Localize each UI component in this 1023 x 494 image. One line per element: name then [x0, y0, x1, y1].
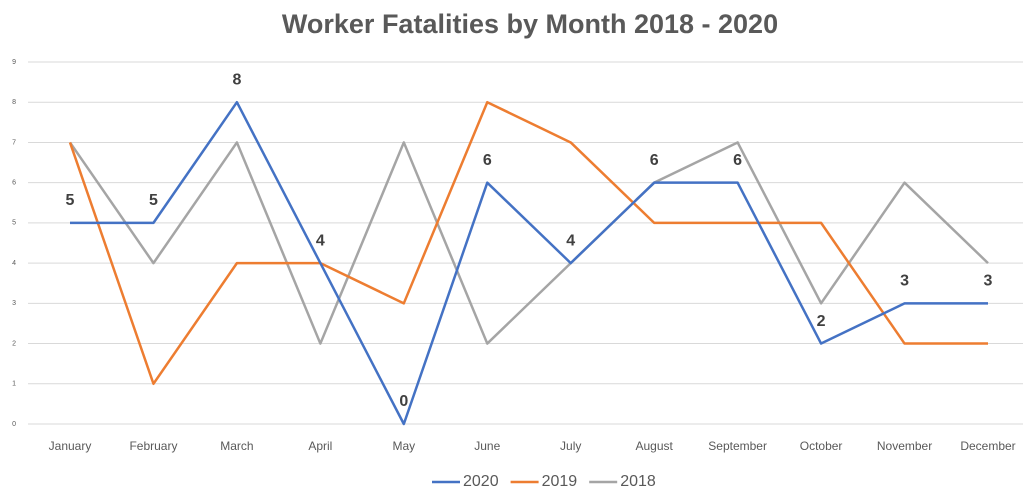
x-tick-label: May — [392, 439, 415, 453]
y-tick-label: 4 — [12, 260, 16, 267]
y-tick-label: 9 — [12, 59, 16, 66]
series-line — [68, 141, 989, 345]
y-tick-label: 3 — [12, 300, 16, 307]
x-tick-label: November — [877, 439, 932, 453]
legend-label: 2019 — [542, 473, 578, 490]
y-tick-label: 2 — [12, 340, 16, 347]
data-label: 6 — [733, 152, 742, 169]
data-label: 3 — [900, 273, 909, 290]
data-label: 6 — [650, 152, 659, 169]
y-tick-label: 8 — [12, 99, 16, 106]
x-tick-label: December — [960, 439, 1015, 453]
y-tick-label: 7 — [12, 139, 16, 146]
y-tick-label: 0 — [12, 421, 16, 428]
x-tick-label: September — [708, 439, 767, 453]
data-label: 2 — [817, 313, 826, 330]
y-tick-label: 5 — [12, 220, 16, 227]
data-label: 4 — [566, 232, 575, 249]
x-tick-label: March — [220, 439, 253, 453]
data-label: 5 — [66, 192, 75, 209]
data-label: 0 — [399, 393, 408, 410]
x-tick-label: January — [49, 439, 92, 453]
data-label: 4 — [316, 232, 325, 249]
legend-label: 2020 — [463, 473, 499, 490]
x-tick-label: July — [560, 439, 581, 453]
data-label: 8 — [232, 71, 241, 88]
series-line — [70, 100, 988, 426]
x-tick-label: April — [308, 439, 332, 453]
data-label: 3 — [984, 273, 993, 290]
y-tick-label: 1 — [12, 381, 16, 388]
chart-title: Worker Fatalities by Month 2018 - 2020 — [282, 9, 778, 39]
x-tick-label: October — [800, 439, 843, 453]
data-label: 6 — [483, 152, 492, 169]
x-tick-label: February — [129, 439, 177, 453]
x-tick-label: August — [636, 439, 674, 453]
y-tick-label: 6 — [12, 180, 16, 187]
data-label: 5 — [149, 192, 158, 209]
x-tick-label: June — [474, 439, 500, 453]
series-line — [68, 100, 988, 386]
legend-label: 2018 — [620, 473, 656, 490]
